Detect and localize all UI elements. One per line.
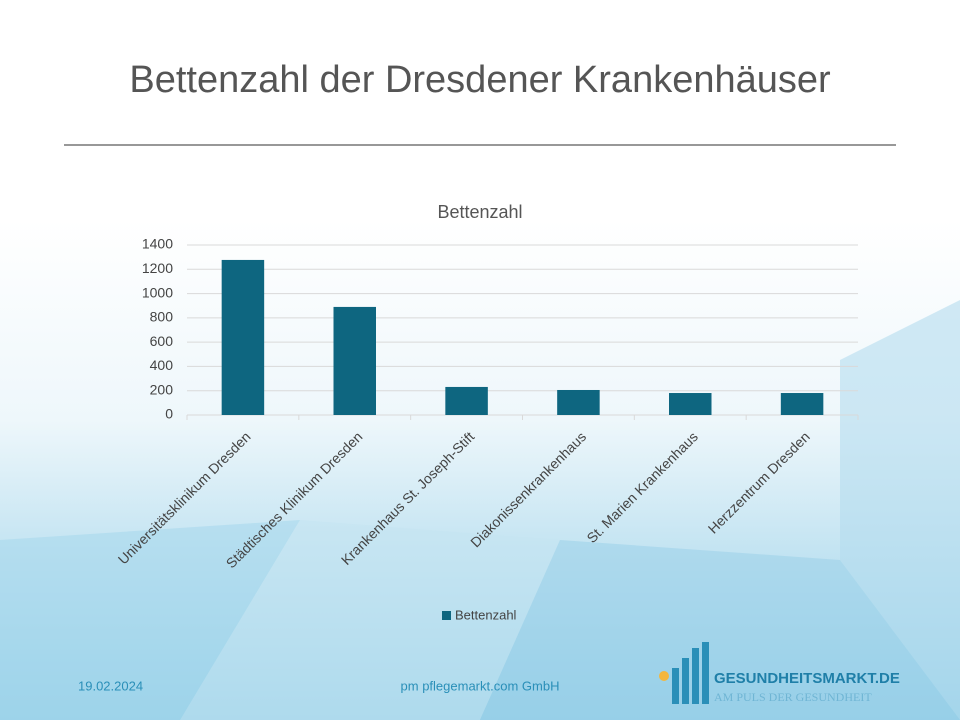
bar xyxy=(445,386,488,415)
y-tick-label: 200 xyxy=(150,381,174,397)
bar xyxy=(557,389,600,415)
logo-name: GESUNDHEITSMARKT.DE xyxy=(714,670,900,687)
legend-label: Bettenzahl xyxy=(455,607,517,622)
bar xyxy=(221,259,265,415)
logo-icon xyxy=(659,642,709,704)
chart-title: Bettenzahl xyxy=(437,202,522,222)
background-shape xyxy=(0,520,300,720)
bar xyxy=(669,393,712,415)
bar xyxy=(333,306,376,415)
background-shape xyxy=(840,300,960,720)
background-shape xyxy=(480,540,960,720)
footer-date: 19.02.2024 xyxy=(78,678,143,693)
y-tick-label: 1200 xyxy=(142,260,173,276)
bar xyxy=(780,393,824,415)
y-tick-label: 400 xyxy=(150,357,174,373)
background-shape xyxy=(180,520,560,720)
footer-company: pm pflegemarkt.com GmbH xyxy=(401,678,560,693)
logo-tagline: AM PULS DER GESUNDHEIT xyxy=(714,690,872,704)
y-tick-label: 1400 xyxy=(142,236,173,252)
y-tick-label: 600 xyxy=(150,333,174,349)
legend-swatch xyxy=(442,611,451,620)
slide-title: Bettenzahl der Dresdener Krankenhäuser xyxy=(129,59,831,101)
y-tick-label: 0 xyxy=(165,406,173,422)
y-tick-label: 800 xyxy=(150,309,174,325)
y-tick-label: 1000 xyxy=(142,284,173,300)
